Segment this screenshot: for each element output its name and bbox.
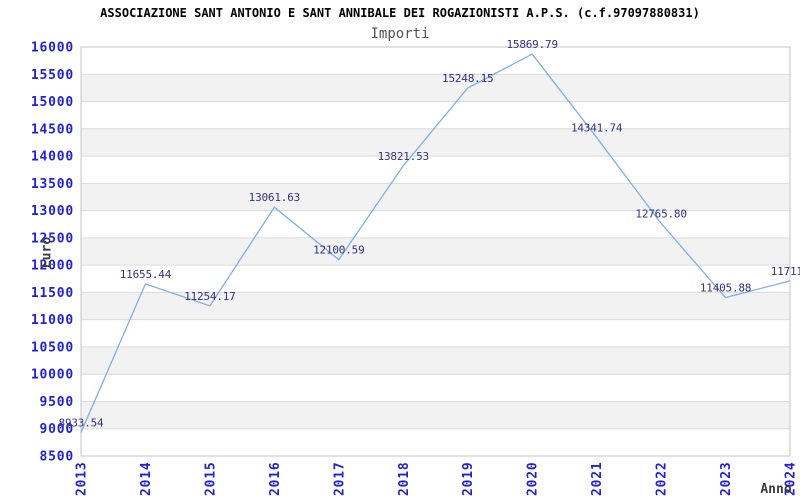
- data-point-label: 15869.79: [506, 38, 557, 51]
- grid-band: [81, 374, 790, 402]
- grid-band: [81, 128, 790, 157]
- x-axis-title: Anno: [760, 482, 792, 497]
- x-tick-label: 2019: [461, 461, 476, 496]
- data-point-label: 13821.53: [378, 150, 429, 163]
- chart-title: ASSOCIAZIONE SANT ANTONIO E SANT ANNIBAL…: [100, 6, 700, 20]
- data-point-label: 11254.17: [184, 290, 235, 303]
- y-tick-label: 13500: [31, 177, 74, 192]
- y-tick-label: 9500: [39, 395, 74, 410]
- data-point-label: 14341.74: [571, 121, 623, 134]
- data-point-label: 8933.54: [59, 416, 105, 429]
- chart-subtitle: Importi: [370, 26, 430, 42]
- x-tick-label: 2024: [784, 461, 799, 496]
- x-tick-label: 2021: [590, 461, 605, 496]
- grid-band: [81, 319, 790, 347]
- x-tick-label: 2022: [655, 461, 670, 496]
- y-tick-label: 15500: [31, 68, 74, 83]
- x-tick-label: 2018: [397, 461, 412, 496]
- grid-band: [81, 74, 790, 102]
- data-point-label: 13061.63: [249, 191, 300, 204]
- y-tick-label: 8500: [39, 450, 74, 465]
- y-tick-label: 13000: [31, 204, 74, 219]
- x-tick-label: 2015: [203, 461, 218, 496]
- grid-band: [81, 292, 790, 320]
- data-point-label: 12100.59: [313, 244, 364, 257]
- grid-band: [81, 47, 790, 75]
- y-axis-title: Euro: [39, 236, 55, 269]
- data-point-label: 11655.44: [120, 268, 172, 281]
- grid-band: [81, 401, 790, 429]
- x-tick-label: 2020: [526, 461, 541, 496]
- x-tick-label: 2023: [719, 461, 734, 496]
- grid-band: [81, 346, 790, 375]
- y-tick-label: 14500: [31, 122, 74, 137]
- grid-band: [81, 101, 790, 129]
- data-point-label: 11405.88: [700, 282, 751, 295]
- plot-border: [80, 46, 791, 457]
- grid-band: [81, 428, 790, 456]
- y-tick-label: 9000: [39, 422, 74, 437]
- x-tick-label: 2016: [268, 461, 283, 496]
- y-tick-label: 16000: [31, 41, 74, 56]
- data-point-label: 11711.: [771, 265, 800, 278]
- grid-band: [81, 156, 790, 184]
- y-tick-label: 14000: [31, 150, 74, 165]
- y-tick-label: 12500: [31, 231, 74, 246]
- data-point-label: 12765.80: [635, 207, 686, 220]
- grid-band: [81, 265, 790, 293]
- y-tick-label: 11500: [31, 286, 74, 301]
- y-tick-label: 10500: [31, 340, 74, 355]
- y-tick-label: 11000: [31, 313, 74, 328]
- grid-band: [81, 237, 790, 266]
- data-point-label: 15248.15: [442, 72, 493, 85]
- y-tick-label: 15000: [31, 95, 74, 110]
- grid-band: [81, 183, 790, 211]
- y-tick-label: 10000: [31, 368, 74, 383]
- x-tick-label: 2013: [75, 461, 90, 496]
- x-tick-label: 2017: [332, 461, 347, 496]
- data-line: [80, 53, 791, 433]
- x-tick-label: 2014: [139, 461, 154, 496]
- y-tick-label: 12000: [31, 259, 74, 274]
- grid-band: [81, 210, 790, 238]
